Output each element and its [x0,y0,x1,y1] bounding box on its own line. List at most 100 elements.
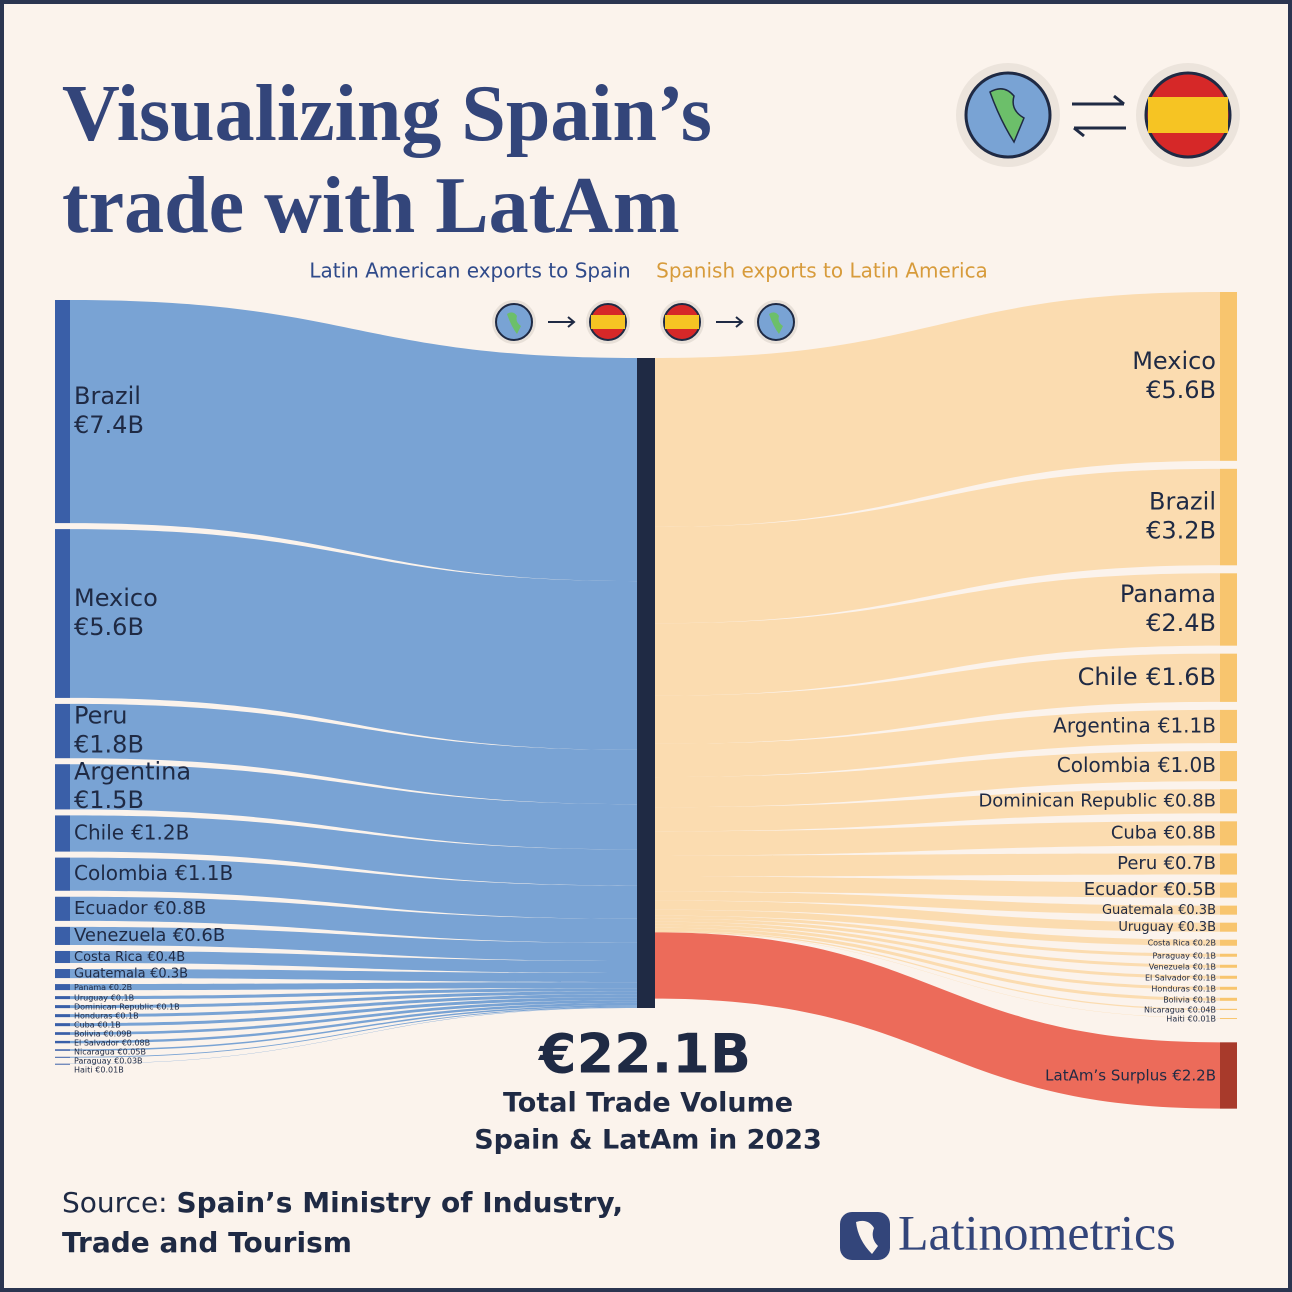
right-heading: Spanish exports to Latin America [656,259,988,283]
flow [655,891,1220,915]
flow [70,529,637,750]
value-label: €2.4B [1146,609,1216,637]
value-label: €0.5B [1164,879,1216,900]
country-name: Argentina [1053,713,1151,737]
value-label: €1.5B [74,786,144,814]
source-label: Source: [62,1186,168,1219]
flow [655,292,1220,527]
left-heading: Latin American exports to Spain [309,259,630,283]
center-bar [637,358,655,1008]
total-caption: Total Trade Volume [503,1088,793,1119]
flow [70,1007,637,1064]
country-name: Colombia [1057,753,1151,777]
flow [655,821,1220,856]
value-label: €1.6B [1146,663,1216,691]
value-label: €0.8B [1164,790,1216,811]
country-name: Dominican Republic [978,790,1157,811]
flow [70,1006,637,1058]
country-name: LatAm’s Surplus [1045,1066,1167,1084]
node-label: El Salvador €0.1B [1145,973,1216,982]
node-label: Panama [1120,580,1216,608]
total-value: €22.1B [537,1023,751,1086]
node [1220,986,1237,990]
node-label: Argentina [74,757,191,785]
node [1220,751,1237,782]
country-name: Chile [74,820,124,844]
flow [655,915,1220,957]
node [1220,573,1237,646]
node [1220,905,1237,915]
node [55,1032,70,1035]
flow [655,751,1220,808]
node [1220,1042,1237,1109]
node-label: Honduras €0.1B [1151,984,1216,993]
node [55,1056,70,1058]
flow [70,764,637,850]
country-name: Costa Rica [1148,938,1190,947]
node [55,1005,70,1009]
nodes [55,292,1237,1109]
node-label: Costa Rica €0.2B [1148,938,1216,947]
flow [655,930,1220,1011]
country-name: Guatemala [1102,903,1174,918]
country-name: Uruguay [74,993,108,1002]
flow [70,969,637,983]
flow [70,988,637,1000]
value-label: €0.3B [150,966,188,981]
country-name: El Salvador [1145,973,1191,982]
node-label: Bolivia €0.09B [74,1029,132,1038]
value-label: €1.8B [74,730,144,758]
country-name: Dominican Republic [74,1002,153,1011]
country-name: Nicaragua [74,1047,115,1056]
flow [70,1005,637,1051]
flows [70,292,1220,1109]
value-label: €3.2B [1146,516,1216,544]
flow [655,900,1220,932]
node [55,1040,70,1044]
node [1220,653,1237,702]
flow [655,709,1220,778]
country-name: Honduras [74,1011,113,1020]
node-label: Haiti €0.01B [74,1065,124,1074]
node-label: El Salvador €0.08B [74,1038,150,1047]
value-label: €1.2B [131,820,189,844]
brand-logo [840,1212,890,1260]
value-label: €0.7B [1164,853,1216,874]
node [55,857,70,891]
node-label: Brazil [1149,488,1216,516]
node [1220,468,1237,566]
node [1220,939,1237,946]
value-label: €0.1B [111,993,134,1002]
total-caption: Spain & LatAm in 2023 [474,1125,822,1156]
flow [70,926,637,961]
node-label: Bolivia €0.1B [1163,995,1216,1004]
node [1220,292,1237,461]
node [1220,882,1237,898]
node [55,529,70,698]
node-label: Chile €1.6B [1078,663,1216,691]
node [1220,953,1237,957]
value-label: €1.0B [1158,753,1216,777]
node-label: Dominican Republic €0.8B [978,790,1216,811]
flow [655,468,1220,624]
node [1220,975,1237,979]
node [55,984,70,991]
country-name: Bolivia [1163,995,1190,1004]
value-label: €0.1B [97,1020,120,1029]
value-label: €0.1B [1193,995,1216,1004]
value-label: €0.1B [115,1011,138,1020]
flow [655,789,1220,832]
country-name: Honduras [1151,984,1190,993]
value-label: €0.05B [118,1047,146,1056]
node [55,926,70,945]
value-label: €0.01B [1188,1014,1216,1023]
node [55,969,70,979]
country-name: Cuba [74,1020,95,1029]
node [1220,853,1237,875]
node-label: Paraguay €0.03B [74,1056,143,1065]
country-name: Bolivia [74,1029,101,1038]
country-name: Ecuador [1084,879,1158,900]
node-label: Dominican Republic €0.1B [74,1002,180,1011]
value-label: €0.01B [95,1065,123,1074]
